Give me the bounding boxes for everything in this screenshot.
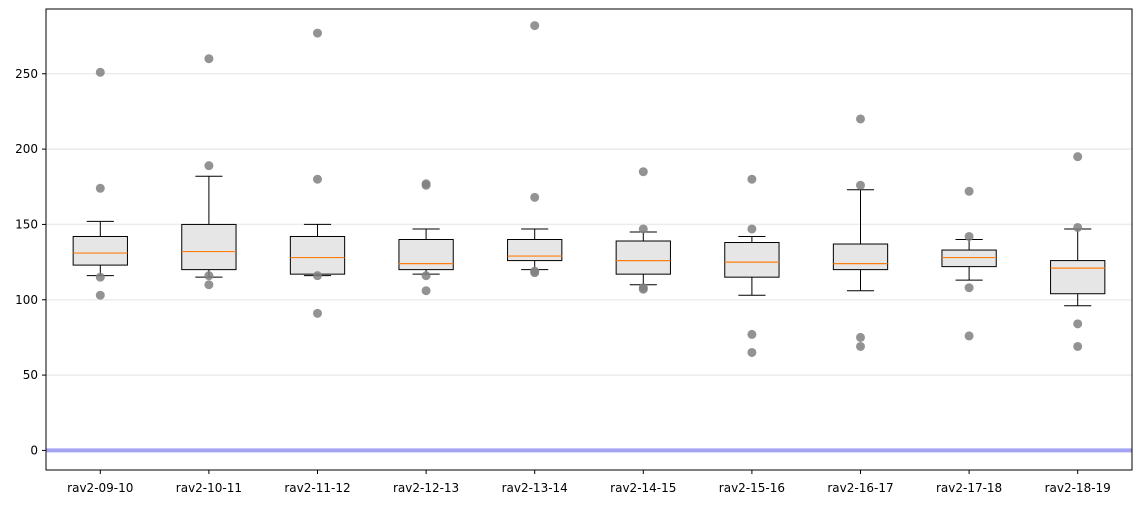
outlier-point [421,271,431,281]
iqr-box [1050,260,1106,295]
outlier-point [421,180,431,190]
outlier-point [95,290,105,300]
iqr-box [289,235,346,275]
box-rav2-14-15 [615,231,671,286]
outlier-point [204,161,214,171]
iqr-box [72,235,128,266]
outlier-point [747,329,757,339]
outlier-point [856,180,865,190]
outlier-point [530,21,540,31]
outlier-point [204,271,214,281]
x-tick-label: rav2-09-10 [67,481,133,495]
outlier-point [747,174,757,184]
box-rav2-11-12 [289,223,346,277]
x-axis-ticks: rav2-09-10 rav2-10-11 rav2-11-12 rav2-12-13… [67,470,1111,495]
outlier-point [747,224,757,234]
outlier-point [204,280,214,290]
x-tick-label: rav2-11-12 [284,481,350,495]
outlier-point [1073,222,1083,232]
outlier-point [856,332,865,342]
outlier-point [313,174,322,184]
box-rav2-13-14 [507,228,563,271]
outlier-point [95,272,105,282]
outlier-point [747,347,757,357]
outlier-point [1073,152,1083,162]
y-tick-label: 0 [30,443,38,457]
y-tick-label: 150 [15,217,38,231]
box-rav2-12-13 [398,228,454,275]
x-tick-label: rav2-14-15 [610,481,676,495]
box-rav2-10-11 [181,175,237,278]
outlier-point [638,284,648,294]
outlier-point [964,231,974,241]
x-tick-label: rav2-13-14 [502,481,568,495]
outlier-point [856,114,865,124]
outlier-point [964,283,974,293]
x-tick-label: rav2-18-19 [1045,481,1111,495]
outlier-point [1073,341,1083,351]
outlier-point [313,271,322,281]
iqr-box [181,223,237,271]
outlier-point [313,308,322,318]
iqr-box [832,243,889,271]
outlier-point [856,341,865,351]
x-tick-label: rav2-15-16 [719,481,785,495]
outlier-point [313,28,322,38]
outlier-point [638,224,648,234]
iqr-box [507,239,563,262]
iqr-box [398,239,454,271]
x-tick-label: rav2-17-18 [936,481,1002,495]
y-tick-label: 100 [15,293,38,307]
iqr-box [724,242,780,278]
box-rav2-16-17 [832,189,889,292]
x-tick-label: rav2-10-11 [176,481,242,495]
outlier-point [530,192,540,202]
iqr-box [941,249,997,268]
plot-frame [45,8,1133,471]
outliers [95,21,1083,357]
outlier-point [638,167,648,177]
x-tick-label: rav2-12-13 [393,481,459,495]
outlier-point [421,286,431,296]
y-tick-label: 200 [15,142,38,156]
iqr-box [615,240,671,275]
box-rav2-15-16 [724,235,780,296]
box-rav2-09-10 [72,220,128,277]
box-rav2-18-19 [1050,228,1106,307]
y-tick-label: 250 [15,67,38,81]
boxes [72,175,1106,307]
outlier-point [964,331,974,341]
y-axis-ticks: 0 50 100 150 200 250 [15,67,46,457]
outlier-point [1073,319,1083,329]
y-tick-label: 50 [23,368,38,382]
outlier-point [530,268,540,278]
outlier-point [964,186,974,196]
outlier-point [95,67,105,77]
outlier-point [95,183,105,193]
outlier-point [204,54,214,64]
box-rav2-17-18 [941,239,997,281]
x-tick-label: rav2-16-17 [827,481,893,495]
